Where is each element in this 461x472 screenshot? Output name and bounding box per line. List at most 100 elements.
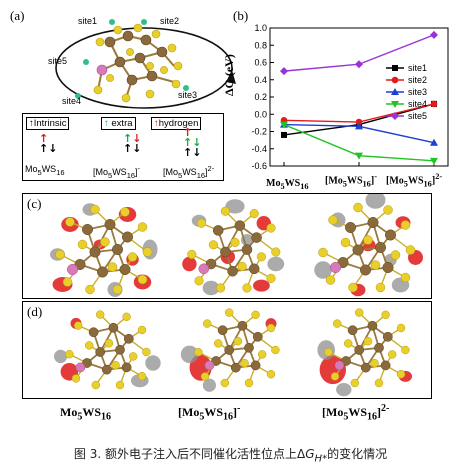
sulfur-atom <box>127 252 138 262</box>
charge-density-d <box>54 308 412 397</box>
charge-depletion <box>225 199 245 214</box>
sulfur-atom <box>128 352 138 361</box>
sulfur-atom <box>55 249 65 260</box>
chart-y-tick-label: -0.2 <box>251 127 267 137</box>
sulfur-atom <box>350 378 360 388</box>
panel-c-box: (c) <box>22 193 432 299</box>
molybdenum-atom <box>375 242 386 253</box>
molybdenum-atom <box>82 224 93 235</box>
sulfur-atom <box>104 338 114 348</box>
sulfur-atom <box>401 345 410 355</box>
legend-hydrogen: ↑hydrogen <box>151 117 202 130</box>
sulfur-atom <box>332 319 342 328</box>
sulfur-atom <box>387 350 397 359</box>
sulfur-atom <box>396 369 406 379</box>
sulfur-atom <box>194 347 203 357</box>
tungsten-atom <box>75 362 86 373</box>
molybdenum-atom <box>115 344 125 355</box>
sulfur-atom <box>266 369 276 379</box>
delta-g-chart: 1.0 0.8 0.6 0.4 0.2 0.0 -0.2 -0.4 -0.6 site1 site… <box>251 23 449 171</box>
panel-a-label: (a) <box>10 8 25 23</box>
chart-y-tick-label: 0.0 <box>254 109 267 119</box>
sulfur-atom <box>396 323 406 333</box>
sulfur-atom <box>100 237 110 247</box>
molybdenum-atom <box>95 347 106 357</box>
sulfur-atom <box>111 360 120 370</box>
sulfur-atom <box>220 206 230 216</box>
chart-frame <box>269 27 449 167</box>
panel-b-label: (b) <box>233 8 249 23</box>
molybdenum-atom <box>88 327 99 338</box>
legend-label-site5: site5 <box>408 111 427 121</box>
sulfur-atom <box>194 276 204 286</box>
arrows-minus2: ↑ ↑↓ ↑↓ <box>183 126 202 159</box>
sulfur-atom <box>187 249 197 259</box>
sulfur-atom <box>85 284 95 295</box>
molybdenum-atom <box>212 225 224 236</box>
sulfur-atom <box>370 260 381 270</box>
sulfur-atom <box>196 218 206 228</box>
molybdenum-atom <box>230 362 241 373</box>
chart-x-tick-0: Mo5WS16 <box>266 178 309 191</box>
sulfur-atom <box>256 252 266 262</box>
molybdenum-atom <box>380 360 391 371</box>
tungsten-atom <box>198 263 210 275</box>
chart-y-axis-title: ΔG (eV) <box>222 54 236 96</box>
sulfur-atom <box>400 220 411 230</box>
molybdenum-atom <box>352 244 364 256</box>
charge-depletion <box>180 345 199 364</box>
data-point-site5-1 <box>355 60 363 69</box>
molybdenum-atom <box>241 244 253 255</box>
chart-y-tick-label: 0.6 <box>254 58 267 68</box>
sulfur-atom <box>122 312 131 322</box>
sulfur-atom <box>73 321 83 330</box>
chart-y-tick-label: 1.0 <box>254 23 267 33</box>
charge-depletion <box>145 355 161 371</box>
sulfur-atom <box>257 350 267 359</box>
bottom-label-1: [Mo5WS16]- <box>178 403 241 423</box>
chart-y-tick-label: -0.6 <box>251 161 267 171</box>
sulfur-atom <box>237 261 247 271</box>
molybdenum-atom <box>237 320 248 331</box>
sulfur-atom <box>271 345 280 355</box>
molybdenum-atom <box>367 320 378 331</box>
compound-2: [Mo5WS16]2- <box>163 164 215 180</box>
molybdenum-atom <box>374 342 384 353</box>
molybdenum-atom <box>227 265 238 277</box>
data-point-site4-2 <box>430 157 438 165</box>
charge-depletion <box>336 383 352 397</box>
compound-1: [Mo5WS16]- <box>93 164 141 180</box>
data-point-site1-0 <box>281 131 287 138</box>
data-point-site5-0 <box>280 67 288 76</box>
legend-intrinsic: ↑Intrinsic <box>26 117 70 130</box>
sulfur-atom <box>137 222 148 232</box>
sulfur-atom <box>240 358 249 368</box>
molybdenum-atom <box>217 325 228 336</box>
chart-y-tick-label: 0.8 <box>254 40 267 50</box>
sulfur-atom <box>84 341 94 350</box>
data-point-site4-1 <box>355 152 363 160</box>
sulfur-atom <box>343 339 353 348</box>
sulfur-atom <box>381 310 390 320</box>
charge-depletion <box>202 378 216 392</box>
sulfur-atom <box>328 215 338 225</box>
charge-accumulation <box>182 256 197 272</box>
sulfur-atom <box>325 275 336 285</box>
molybdenum-atom <box>220 246 231 258</box>
site3-label: site3 <box>178 90 198 100</box>
panel-c-label: (c) <box>27 196 42 211</box>
sulfur-atom <box>271 247 281 257</box>
sulfur-atom <box>400 272 411 283</box>
sulfur-atom <box>405 245 416 255</box>
molybdenum-atom <box>382 331 393 342</box>
molybdenum-atom <box>123 333 134 344</box>
sulfur-atom <box>107 262 118 272</box>
sulfur-atom <box>137 274 148 285</box>
molybdenum-atom <box>234 220 246 231</box>
sulfur-atom <box>224 308 234 317</box>
sulfur-atom <box>318 247 328 258</box>
charge-depletion <box>365 194 386 209</box>
sulfur-atom <box>354 308 364 317</box>
sulfur-atom <box>200 372 210 381</box>
sulfur-atom <box>112 284 123 295</box>
